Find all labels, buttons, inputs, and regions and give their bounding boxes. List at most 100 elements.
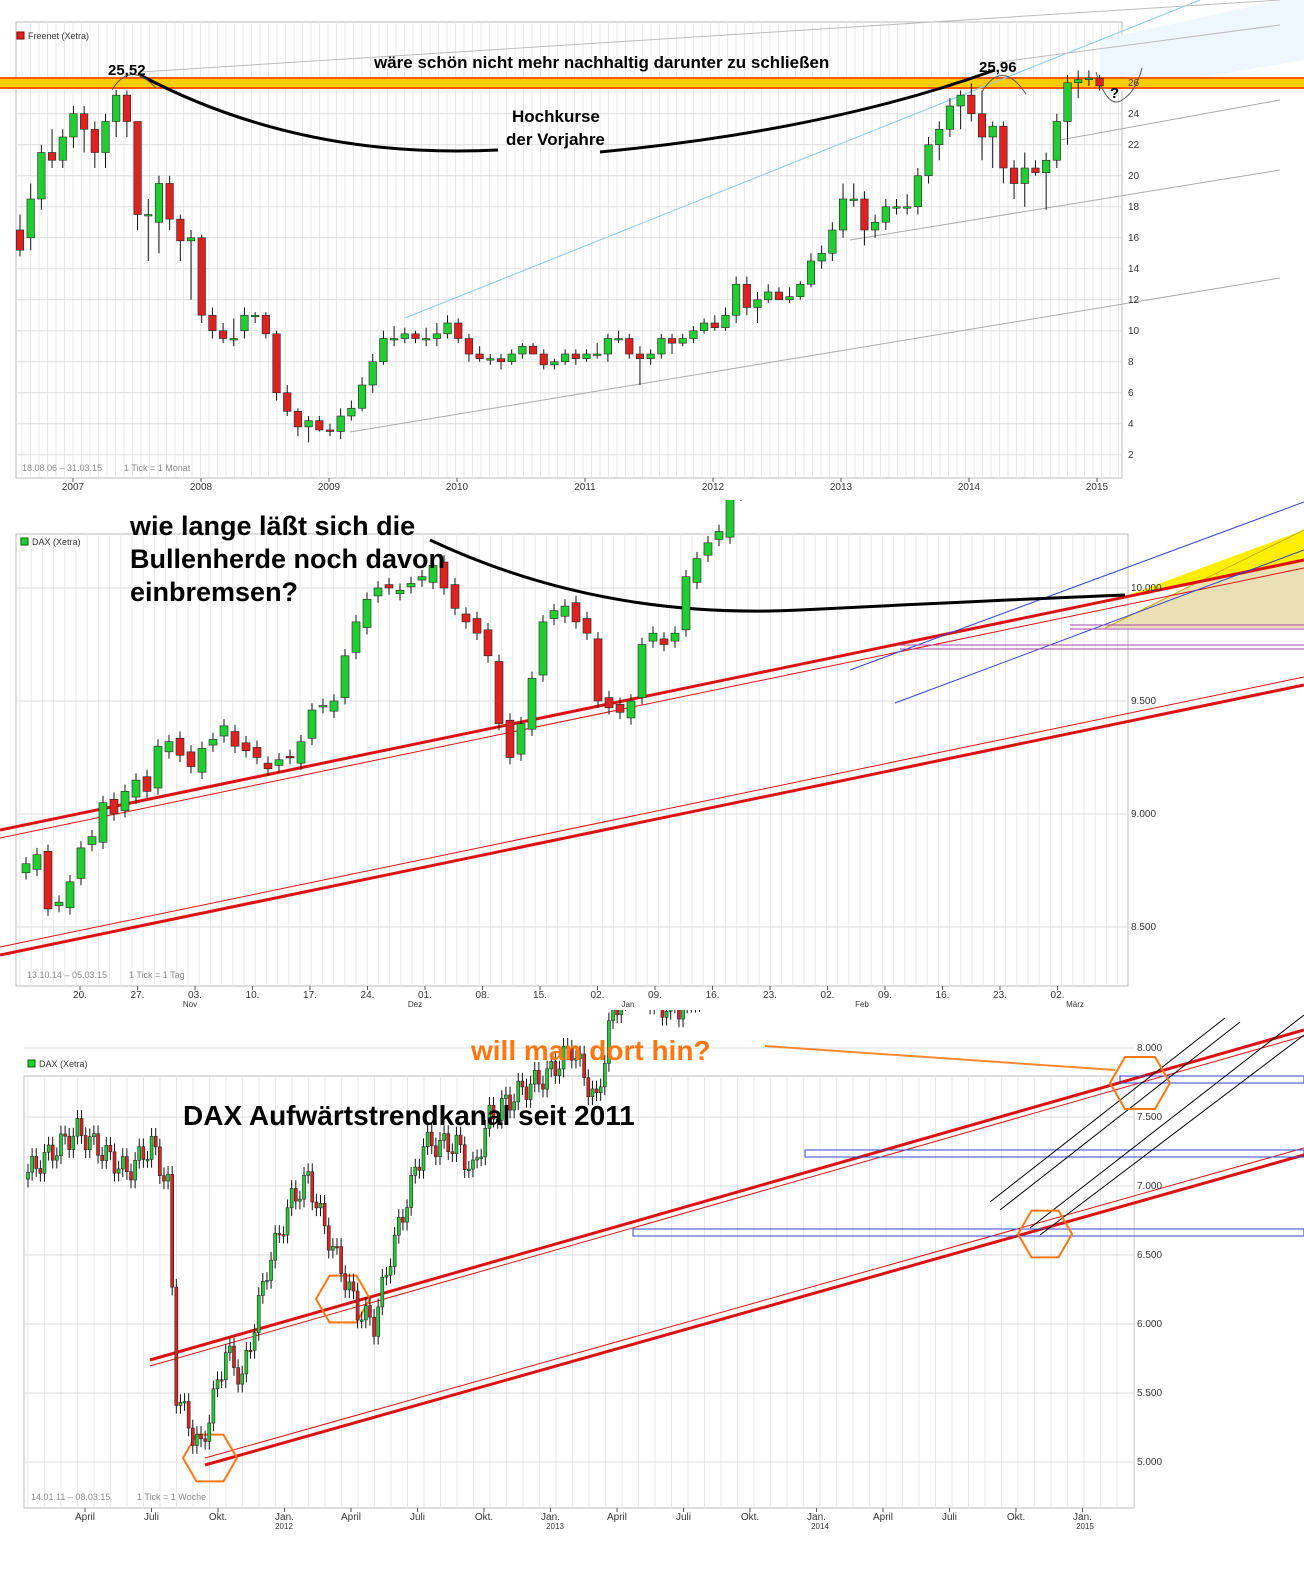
candle-24 [272, 333, 281, 394]
candle-17 [96, 1133, 100, 1156]
candle-59 [646, 353, 655, 359]
x-tick-label: 09. [878, 990, 892, 1001]
x-axis-1: 2007 2008 2009 2010 2011 2012 2013 2014 2015 [62, 478, 1109, 493]
candle-56 [637, 644, 647, 698]
candle-60 [273, 1233, 277, 1261]
candle-3 [48, 152, 57, 161]
blue-channel-top [849, 501, 1304, 671]
candle-76 [339, 1246, 343, 1274]
candle-134 [578, 1053, 582, 1059]
candle-6 [80, 113, 89, 130]
candle-7 [55, 1155, 59, 1161]
x-tick-label: April [607, 1512, 627, 1523]
candle-84 [913, 175, 922, 208]
legend-2: DAX (Xetra) [20, 537, 81, 547]
candle-23 [274, 759, 284, 766]
x-sublabel: 2012 [275, 1522, 293, 1531]
high-marker-right [981, 75, 1027, 95]
candle-2 [37, 152, 46, 200]
candle-105 [458, 1134, 463, 1146]
x-tick-label: 15. [533, 990, 547, 1001]
x-tick-label: 02. [591, 990, 605, 1001]
candle-108 [471, 1159, 475, 1170]
candle-40 [443, 322, 452, 335]
candle-43 [203, 1438, 207, 1442]
candle-112 [487, 1104, 492, 1129]
candle-7 [90, 128, 99, 153]
candle-25 [283, 392, 292, 412]
question-annotation-line2: Bullenherde noch davon [130, 544, 445, 574]
candle-46 [527, 678, 537, 730]
candle-25 [129, 1171, 133, 1181]
x-tick-label: Juli [942, 1512, 957, 1523]
candle-106 [462, 1144, 467, 1170]
candle-62 [281, 1234, 286, 1237]
high-marker-left [111, 74, 157, 91]
question-mark: ? [1110, 85, 1119, 102]
candle-11 [133, 121, 142, 215]
x-sublabel: März [1066, 1000, 1084, 1009]
x-sublabel: Nov [183, 1000, 197, 1009]
arc-right [599, 68, 996, 154]
range-label: 18.08.06 – 31.03.15 [22, 463, 102, 473]
x-tick-label: 2010 [446, 482, 469, 493]
y-tick-label: 24 [1128, 109, 1140, 120]
y-tick-label: 8.500 [1131, 922, 1156, 933]
channel-title: DAX Aufwärtstrendkanal seit 2011 [183, 1100, 635, 1131]
candle-94 [413, 1166, 418, 1176]
channel-lower [204, 1153, 1304, 1467]
question-annotation-line3: einbremsen? [130, 577, 298, 607]
candle-97 [425, 1131, 430, 1147]
candle-142 [611, 1010, 615, 1022]
arrow-line [764, 1045, 1116, 1071]
candle-77 [838, 198, 848, 231]
candle-0 [21, 863, 31, 874]
candle-131 [565, 1045, 570, 1049]
candle-84 [372, 1316, 376, 1337]
candle-81 [359, 1319, 364, 1322]
legend-swatch [20, 537, 29, 546]
candle-19 [219, 330, 228, 339]
candle-8 [59, 1133, 63, 1157]
candle-55 [626, 700, 636, 719]
y-tick-label: 14 [1128, 264, 1140, 275]
x-tick-label: April [873, 1512, 893, 1523]
candles-3 [26, 1010, 701, 1454]
candle-89 [392, 1234, 397, 1267]
candle-100 [1084, 77, 1093, 80]
y-tick-label: 18 [1128, 202, 1140, 213]
candle-14 [165, 183, 174, 220]
x-tick-label: 02. [1051, 990, 1065, 1001]
candle-30 [336, 415, 345, 432]
x-tick-label: April [341, 1512, 361, 1523]
x-tick-label: 16. [936, 990, 950, 1001]
candle-21 [112, 1151, 117, 1174]
candle-64 [289, 1188, 294, 1209]
candle-15 [186, 751, 196, 767]
candle-41 [472, 618, 482, 634]
candle-18 [208, 314, 217, 332]
candle-111 [483, 1127, 488, 1158]
candle-16 [197, 748, 207, 773]
x-sublabel: Jan [622, 1000, 635, 1009]
candle-20 [108, 1145, 113, 1153]
candle-59 [670, 632, 680, 642]
candle-31 [153, 1135, 158, 1148]
candle-42 [464, 338, 473, 355]
x-tick-label: 16. [706, 990, 720, 1001]
candles-2 [21, 500, 742, 916]
x-tick-label: 2009 [318, 482, 341, 493]
future-path [1095, 67, 1143, 103]
x-sublabel: 2013 [546, 1522, 564, 1531]
candle-54 [593, 353, 602, 356]
x-tick-label: 2008 [190, 482, 213, 493]
candle-40 [461, 613, 471, 623]
high-left-label: 25,52 [108, 62, 146, 79]
x-sublabel: Dez [408, 1000, 422, 1009]
candle-82 [892, 206, 901, 209]
y-tick-label: 6 [1128, 388, 1134, 399]
long-support-line [349, 277, 1281, 433]
instrument-label: DAX (Xetra) [32, 537, 81, 547]
legend-1: Freenet (Xetra) [16, 31, 89, 41]
